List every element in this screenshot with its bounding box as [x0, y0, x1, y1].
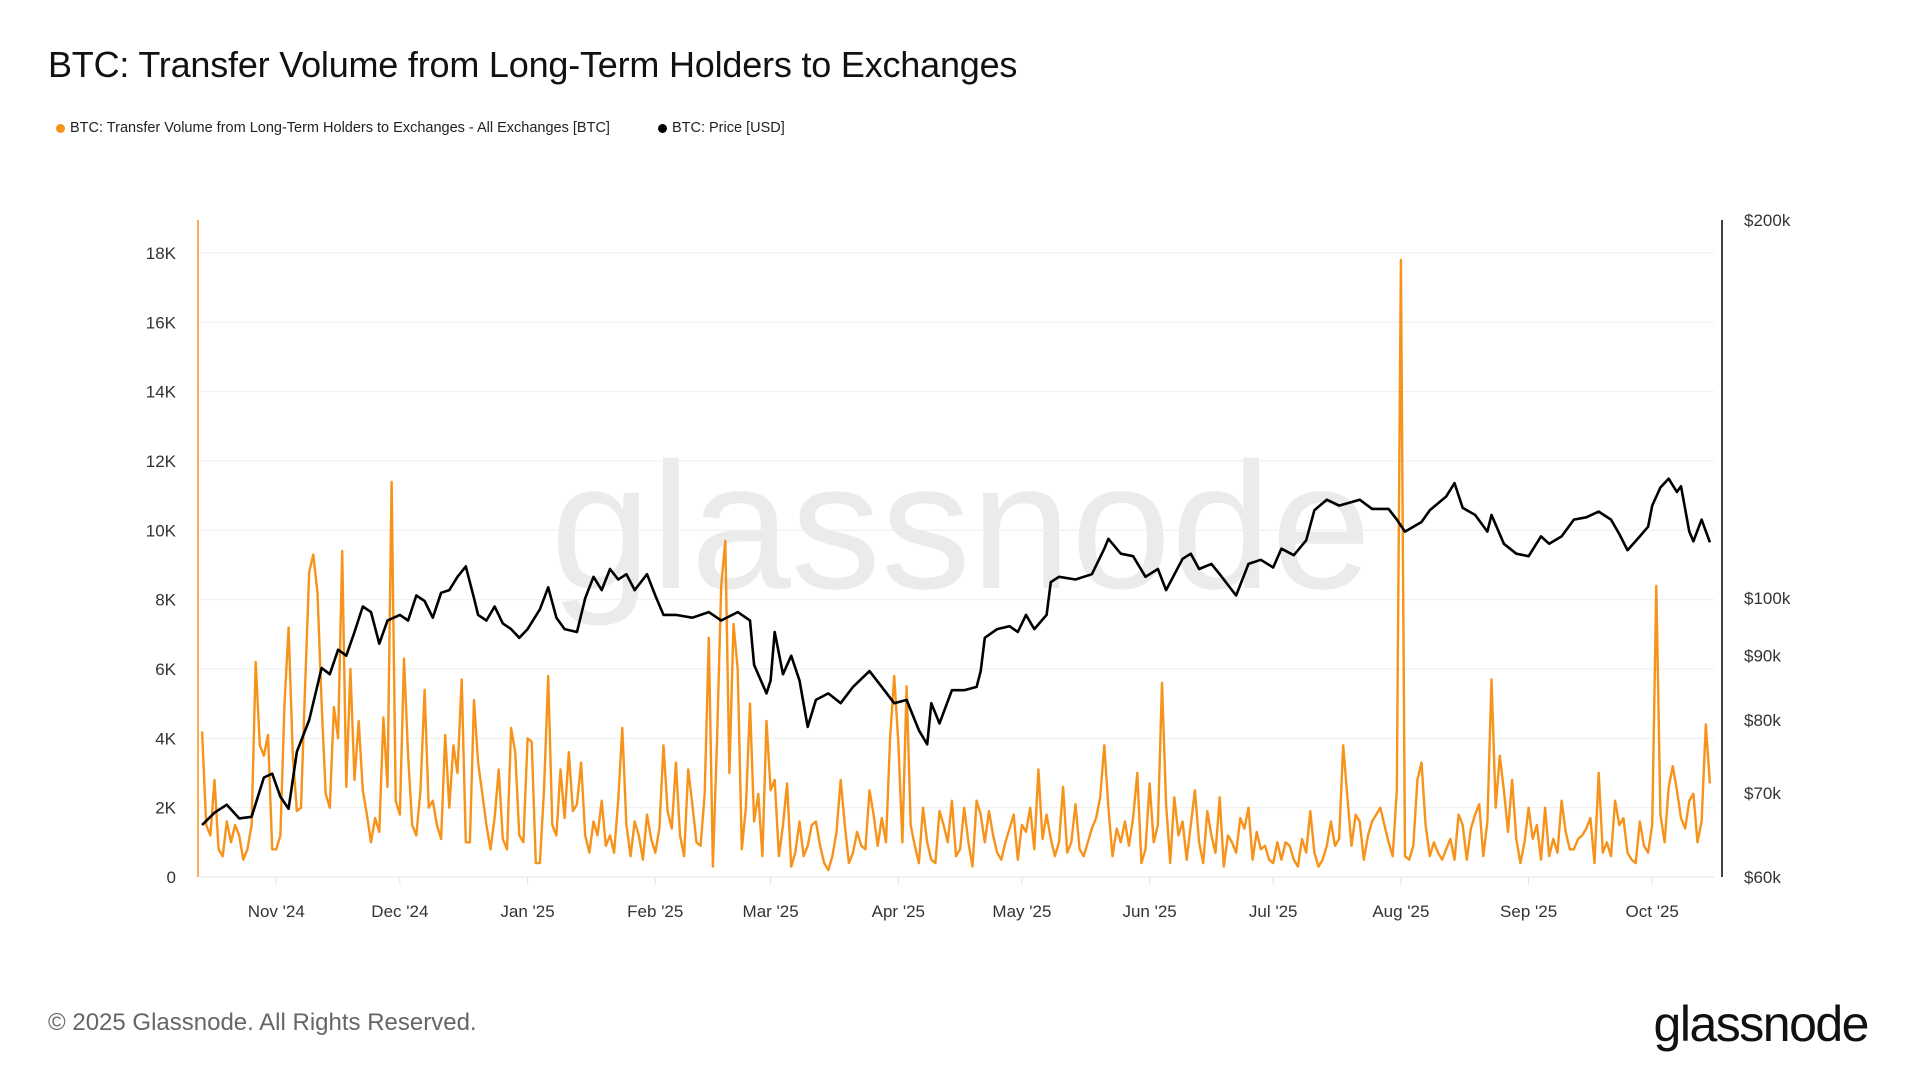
legend-dot-black-icon: [657, 123, 667, 133]
plot-area: [200, 258, 1712, 872]
x-tick-label: Nov '24: [248, 902, 305, 921]
copyright-text: © 2025 Glassnode. All Rights Reserved.: [48, 1009, 477, 1036]
y-left-tick-label: 0: [167, 868, 176, 887]
legend: BTC: Transfer Volume from Long-Term Hold…: [56, 120, 785, 136]
y-left-tick-label: 8K: [155, 591, 176, 610]
y-right-tick-label: $60k: [1744, 868, 1781, 887]
y-right-tick-label: $90k: [1744, 647, 1781, 666]
x-tick-label: May '25: [992, 902, 1051, 921]
y-right-tick-label: $200k: [1744, 211, 1791, 230]
y-left-tick-label: 12K: [146, 452, 177, 471]
left-axis: 0 2K 4K 6K 8K 10K 12K 14K 16K 18K: [146, 220, 199, 887]
y-left-tick-label: 16K: [146, 313, 177, 332]
y-left-tick-label: 10K: [146, 521, 177, 540]
legend-item-price[interactable]: BTC: Price [USD]: [657, 120, 785, 136]
y-right-tick-label: $70k: [1744, 784, 1781, 803]
x-tick-label: Jan '25: [500, 902, 554, 921]
y-left-tick-label: 18K: [146, 244, 177, 263]
watermark: glassnode: [551, 426, 1372, 627]
x-tick-label: Aug '25: [1372, 902, 1429, 921]
y-left-tick-label: 2K: [155, 799, 176, 818]
y-left-tick-label: 14K: [146, 383, 177, 402]
x-tick-label: Mar '25: [743, 902, 799, 921]
y-right-tick-label: $100k: [1744, 589, 1791, 608]
right-axis: $60k $70k $80k $90k $100k $200k: [1721, 211, 1791, 887]
y-left-tick-label: 4K: [155, 729, 176, 748]
x-tick-label: Apr '25: [872, 902, 925, 921]
x-axis: Nov '24 Dec '24 Jan '25 Feb '25 Mar '25 Apr '…: [198, 876, 1714, 921]
x-tick-label: Jun '25: [1122, 902, 1176, 921]
glassnode-logo: glassnode: [1653, 996, 1870, 1052]
legend-label: BTC: Price [USD]: [671, 120, 785, 136]
legend-label: BTC: Transfer Volume from Long-Term Hold…: [70, 120, 610, 136]
gridlines: [198, 252, 1714, 878]
legend-item-transfer-volume[interactable]: BTC: Transfer Volume from Long-Term Hold…: [56, 120, 610, 136]
x-tick-label: Sep '25: [1500, 902, 1557, 921]
price-line: [201, 477, 1712, 826]
x-tick-label: Feb '25: [627, 902, 683, 921]
x-tick-label: Jul '25: [1249, 902, 1298, 921]
chart-title: BTC: Transfer Volume from Long-Term Hold…: [48, 44, 1018, 85]
legend-dot-orange-icon: [56, 123, 65, 133]
y-left-tick-label: 6K: [155, 660, 176, 679]
x-tick-label: Dec '24: [371, 902, 428, 921]
y-right-tick-label: $80k: [1744, 711, 1781, 730]
transfer-volume-line: [200, 258, 1712, 872]
x-tick-label: Oct '25: [1626, 902, 1679, 921]
